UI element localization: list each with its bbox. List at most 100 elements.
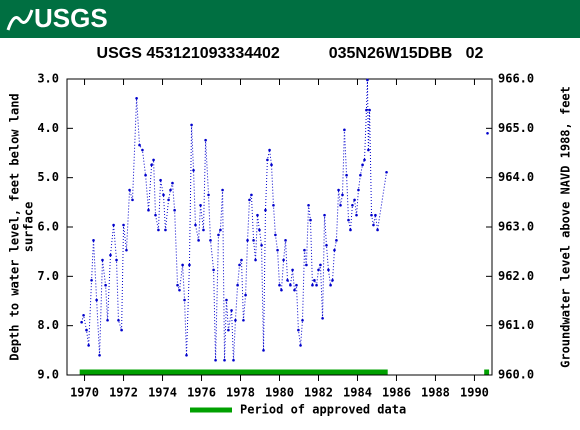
data-point (372, 223, 375, 227)
data-point (212, 268, 215, 272)
data-point (367, 148, 370, 152)
data-point (120, 328, 123, 332)
y-tick-label: 5.0 (37, 170, 59, 184)
y2-tick-label: 965.0 (498, 121, 534, 135)
data-point (150, 163, 153, 167)
data-point (258, 228, 261, 232)
data-point (104, 283, 107, 287)
data-point (325, 243, 328, 247)
data-point (309, 218, 312, 222)
data-point (313, 278, 316, 282)
data-point (256, 213, 259, 217)
data-point (286, 278, 289, 282)
data-point (131, 198, 134, 202)
data-point (199, 203, 202, 207)
data-point (385, 170, 388, 174)
data-point (291, 268, 294, 272)
data-point (219, 228, 222, 232)
data-point (319, 263, 322, 267)
data-point (303, 248, 306, 252)
data-point (109, 253, 112, 257)
data-point (376, 228, 379, 232)
x-tick-label: 1978 (226, 386, 255, 400)
data-point (299, 344, 302, 347)
x-tick-label: 1982 (304, 386, 333, 400)
data-point (366, 78, 369, 82)
data-point (90, 278, 93, 282)
x-tick-label: 1984 (343, 386, 372, 400)
data-point (331, 278, 334, 282)
data-point (260, 243, 263, 247)
data-point (368, 108, 371, 112)
data-point (125, 248, 128, 252)
data-point (223, 358, 226, 362)
data-point (214, 358, 217, 362)
data-point (115, 258, 118, 262)
data-point (295, 283, 298, 287)
data-point (250, 193, 253, 197)
data-point (284, 239, 287, 242)
data-point (232, 358, 235, 362)
data-point (128, 188, 131, 192)
data-point (183, 298, 186, 302)
data-point (359, 173, 362, 177)
data-point (248, 198, 251, 202)
header-bar (0, 0, 580, 38)
data-point (317, 268, 320, 272)
x-tick-label: 1970 (70, 386, 99, 400)
data-point (159, 178, 162, 182)
data-point (329, 283, 332, 287)
x-tick-label: 1976 (187, 386, 216, 400)
data-point (147, 208, 150, 212)
x-tick-label: 1972 (109, 386, 138, 400)
data-point (176, 283, 179, 287)
data-point (357, 188, 360, 192)
data-point (293, 288, 296, 292)
data-point (207, 193, 210, 197)
data-point (268, 148, 271, 152)
y-tick-label: 7.0 (37, 269, 59, 283)
data-point (164, 228, 167, 232)
data-point (252, 239, 255, 242)
y2-tick-label: 960.0 (498, 368, 534, 382)
data-point (351, 203, 354, 207)
y2-tick-label: 966.0 (498, 72, 534, 86)
legend-label: Period of approved data (240, 403, 406, 417)
data-point (138, 143, 141, 147)
data-point (341, 193, 344, 197)
data-point (85, 328, 88, 332)
y-tick-label: 9.0 (37, 368, 59, 382)
data-point (323, 213, 326, 217)
data-point (339, 203, 342, 207)
data-point (209, 239, 212, 242)
data-point (347, 218, 350, 222)
data-point (236, 283, 239, 287)
data-point (112, 223, 115, 227)
data-point (204, 138, 207, 142)
data-point (365, 108, 368, 112)
data-point (87, 344, 90, 347)
data-point (238, 263, 241, 267)
data-point (197, 239, 200, 242)
y2-tick-label: 963.0 (498, 220, 534, 234)
data-point (181, 263, 184, 267)
data-point (171, 181, 174, 185)
data-point (221, 188, 224, 192)
data-point (262, 349, 265, 352)
logo: USGS (34, 3, 108, 33)
y-axis-label: surface (22, 202, 36, 253)
y-tick-label: 4.0 (37, 121, 59, 135)
data-point (82, 314, 85, 317)
data-point (244, 293, 247, 297)
data-point (486, 131, 489, 135)
data-point (117, 318, 120, 322)
data-point (246, 239, 249, 242)
data-point (374, 213, 377, 217)
y2-tick-label: 962.0 (498, 269, 534, 283)
data-point (240, 258, 243, 262)
data-point (173, 208, 176, 212)
data-point (301, 318, 304, 322)
data-point (202, 228, 205, 232)
data-point (242, 318, 245, 322)
